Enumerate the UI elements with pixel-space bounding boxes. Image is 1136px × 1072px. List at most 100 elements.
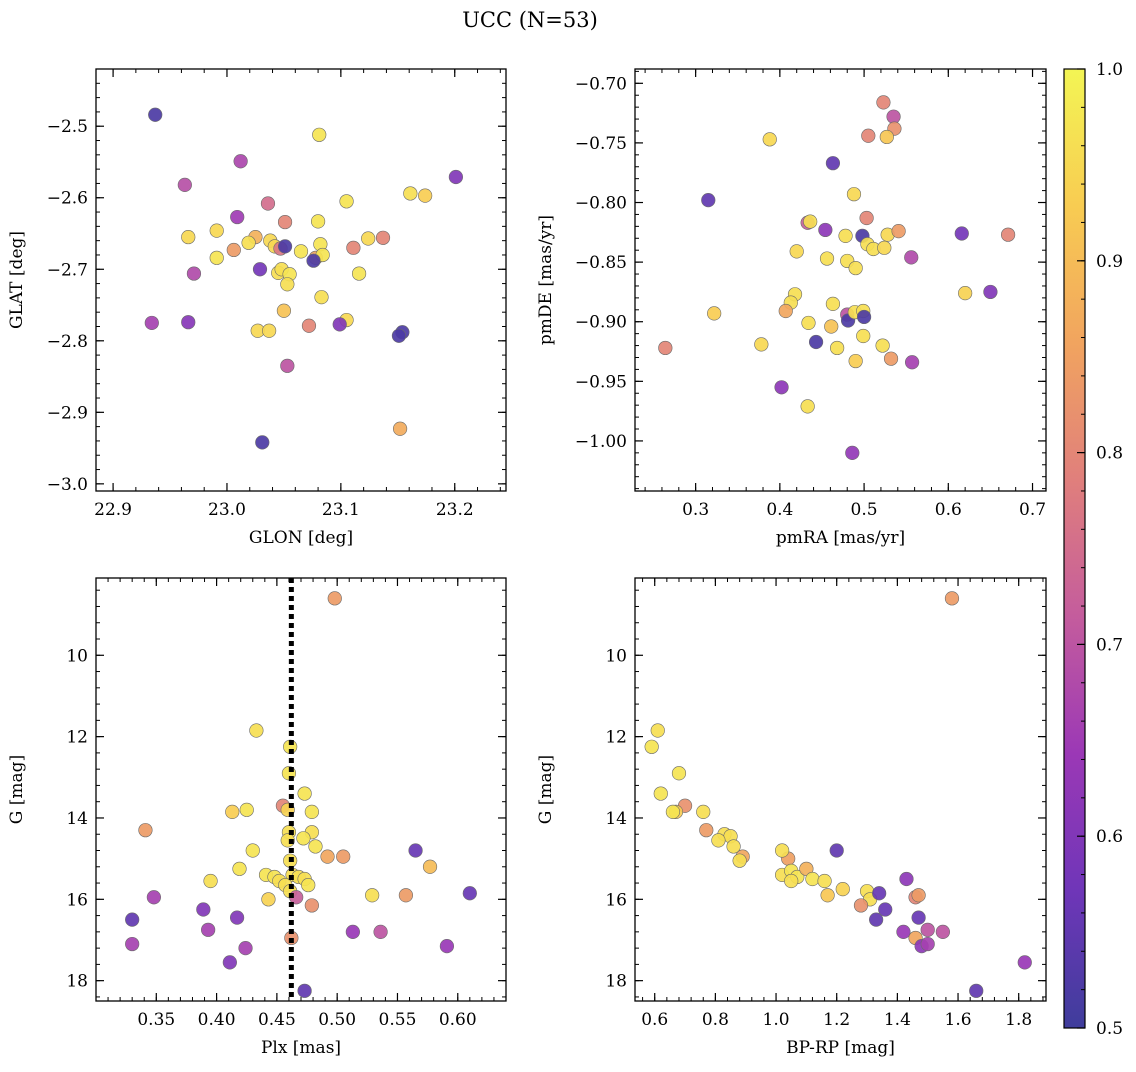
- y-tick-label: −0.70: [575, 74, 627, 94]
- x-tick-label: 0.50: [318, 1010, 356, 1030]
- scatter-point: [280, 277, 295, 292]
- scatter-point: [954, 226, 969, 241]
- x-tick-label: 1.4: [884, 1010, 911, 1030]
- y-tick-label: 10: [605, 646, 627, 666]
- scatter-point: [260, 196, 276, 211]
- scatter-point: [398, 888, 414, 903]
- scatter-point: [306, 253, 321, 268]
- scatter-point: [848, 260, 863, 276]
- scatter-point: [138, 823, 153, 838]
- x-tick-label: 0.45: [258, 1010, 296, 1030]
- scatter-point: [255, 435, 270, 450]
- scatter-point: [177, 177, 192, 192]
- y-tick-label: −2.5: [47, 117, 88, 137]
- scatter-point: [230, 209, 245, 225]
- scatter-point: [296, 831, 311, 846]
- panel-2: 0.3 0.4 0.5 0.6 0.7 −1.00 −0.95 −0.90 −0.85 −0.80…: [536, 68, 1047, 548]
- scatter-point: [707, 306, 722, 321]
- scatter-point: [800, 399, 815, 414]
- x-tick-label: 1.0: [763, 1010, 790, 1030]
- scatter-point: [320, 849, 335, 864]
- scatter-point: [935, 924, 950, 939]
- y-tick-label: 16: [605, 890, 627, 910]
- scatter-point: [249, 723, 264, 738]
- scatter-point: [262, 323, 277, 338]
- scatter-point: [846, 187, 862, 202]
- scatter-point: [361, 231, 376, 246]
- scatter-point: [327, 591, 342, 606]
- scatter-point: [280, 358, 295, 373]
- scatter-point: [829, 843, 844, 858]
- scatter-point: [277, 214, 293, 230]
- scatter-point: [775, 843, 790, 858]
- scatter-point: [920, 936, 935, 952]
- scatter-point: [373, 924, 388, 939]
- x-tick-label: 1.2: [823, 1010, 850, 1030]
- scatter-point: [644, 739, 659, 754]
- scatter-point: [261, 892, 276, 907]
- scatter-point: [983, 284, 998, 300]
- scatter-point: [181, 229, 196, 245]
- scatter-point: [351, 266, 367, 281]
- scatter-point: [125, 936, 140, 952]
- scatter-point: [332, 317, 347, 332]
- scatter-point: [304, 804, 319, 819]
- scatter-point: [209, 250, 224, 265]
- x-axis-label: GLON [deg]: [249, 528, 353, 548]
- y-tick-label: 10: [66, 646, 88, 666]
- scatter-point: [817, 873, 832, 889]
- scatter-point: [886, 109, 901, 124]
- scatter-point: [203, 873, 218, 889]
- scatter-point: [856, 309, 872, 325]
- scatter-point: [819, 251, 835, 266]
- scatter-point: [245, 843, 260, 858]
- y-tick-label: −0.90: [575, 313, 627, 333]
- y-tick-label: −1.00: [575, 432, 627, 452]
- panel-1: 22.9 23.0 23.1 23.2 −3.0 −2.9 −2.8 −2.7 −2.6 −2.5…: [7, 68, 507, 548]
- colorbar-tick-label: 1.0: [1096, 60, 1123, 80]
- scatter-point: [125, 912, 140, 927]
- scatter-point: [209, 223, 224, 238]
- x-tick-label: 0.40: [198, 1010, 236, 1030]
- scatter-point: [805, 871, 820, 887]
- y-tick-label: −2.8: [47, 332, 88, 352]
- y-tick-label: −2.7: [47, 260, 88, 280]
- x-tick-label: 23.2: [436, 500, 474, 520]
- scatter-point: [314, 290, 329, 305]
- y-tick-label: 14: [66, 809, 88, 829]
- scatter-point: [825, 156, 841, 171]
- scatter-point: [238, 941, 253, 956]
- scatter-point: [225, 804, 240, 819]
- scatter-point: [762, 132, 777, 147]
- colorbar-tick-label: 0.7: [1096, 635, 1123, 655]
- scatter-point: [408, 843, 423, 858]
- scatter-point: [403, 186, 418, 201]
- plot-frame: [95, 68, 507, 492]
- scatter-point: [944, 591, 960, 606]
- x-tick-label: 23.1: [322, 500, 360, 520]
- scatter-point: [920, 922, 935, 937]
- x-tick-label: 22.9: [94, 500, 132, 520]
- x-tick-label: 0.6: [641, 1010, 668, 1030]
- x-axis-label: Plx [mas]: [261, 1038, 341, 1058]
- scatter-point: [856, 328, 871, 344]
- x-tick-label: 1.6: [945, 1010, 972, 1030]
- scatter-point: [875, 338, 890, 353]
- scatter-point: [859, 210, 874, 226]
- y-tick-label: 12: [605, 728, 627, 748]
- y-tick-label: 18: [605, 972, 627, 992]
- figure-title: UCC (N=53): [462, 8, 598, 32]
- x-tick-label: 0.4: [766, 500, 793, 520]
- scatter-point: [848, 353, 863, 369]
- x-axis-label: BP-RP [mag]: [786, 1038, 895, 1058]
- scatter-point: [229, 910, 245, 925]
- scatter-point: [226, 242, 241, 258]
- scatter-point: [201, 922, 216, 937]
- y-axis-label: G [mag]: [536, 755, 556, 824]
- scatter-point: [233, 154, 248, 169]
- scatter-point: [1017, 955, 1032, 970]
- y-tick-label: −2.6: [47, 189, 88, 209]
- scatter-point: [904, 355, 920, 370]
- scatter-point: [845, 445, 860, 460]
- scatter-point: [824, 319, 839, 334]
